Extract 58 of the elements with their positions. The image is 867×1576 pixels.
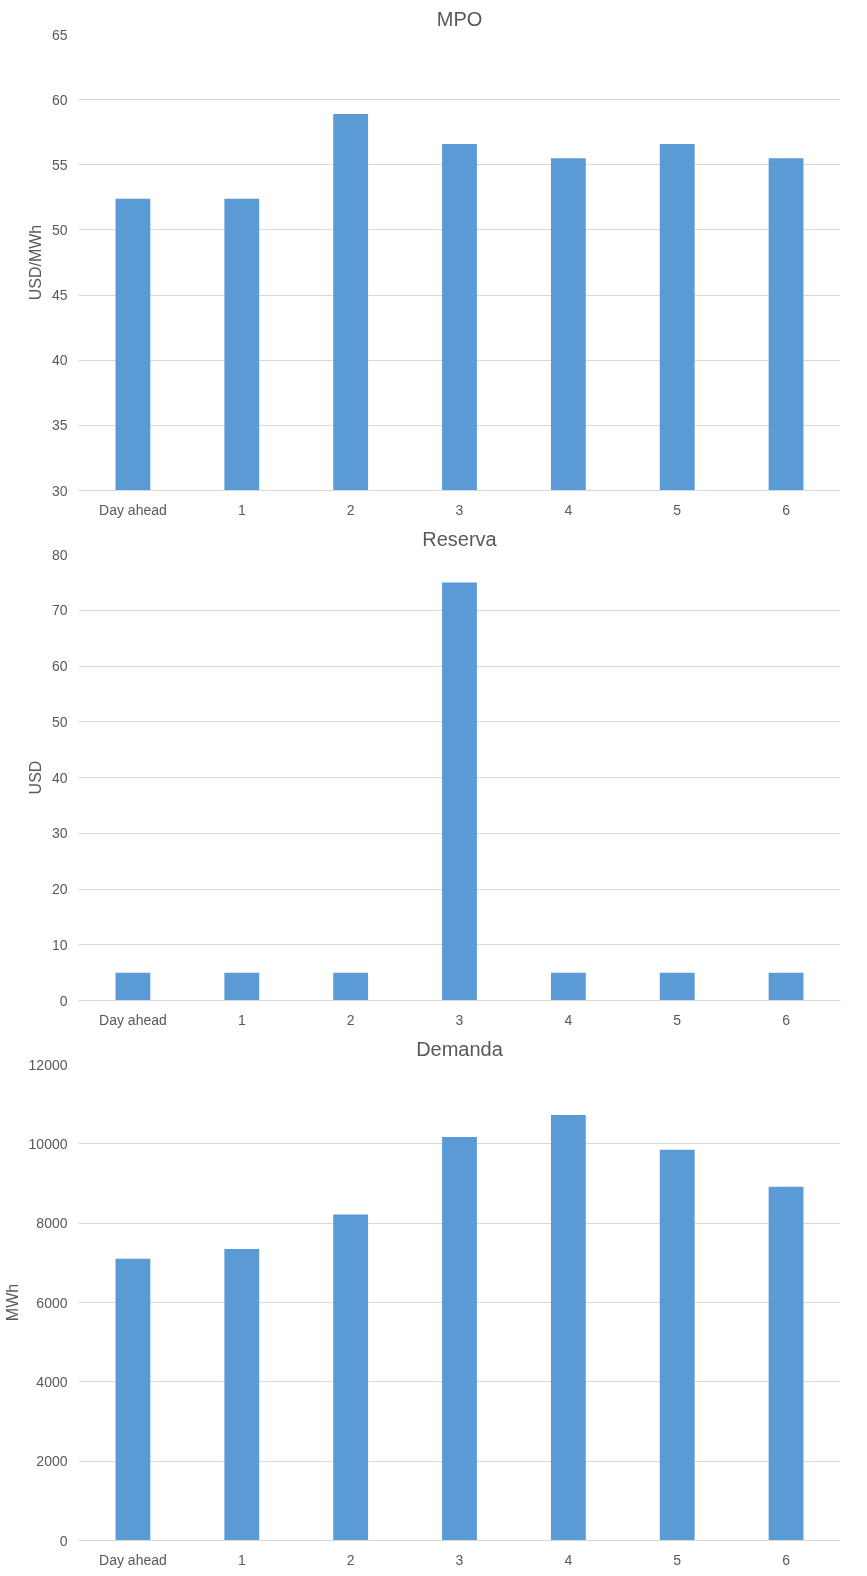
- y-tick-label: 50: [51, 713, 68, 730]
- y-tick-label: 45: [51, 287, 68, 304]
- bar: [224, 1248, 260, 1541]
- x-tick-label: 4: [564, 1011, 573, 1028]
- x-tick-label: 1: [237, 1551, 246, 1568]
- y-tick-label: 4000: [36, 1373, 68, 1390]
- y-tick-label: 50: [51, 221, 68, 238]
- x-tick-label: 5: [673, 1011, 682, 1028]
- bar: [333, 1214, 369, 1541]
- y-tick-label: 60: [51, 658, 68, 674]
- x-tick-label: Day ahead: [99, 1551, 167, 1568]
- y-tick-label: 55: [51, 156, 68, 173]
- y-tick-label: 2000: [36, 1453, 68, 1470]
- chart-title: MPO: [436, 7, 483, 30]
- x-tick-label: 3: [455, 501, 464, 518]
- y-tick-label: 10: [51, 936, 68, 953]
- bar: [442, 1137, 477, 1541]
- y-tick-label: 20: [51, 881, 68, 897]
- x-tick-label: 3: [455, 1011, 464, 1028]
- y-tick-label: 40: [51, 352, 68, 369]
- y-tick-label: 30: [51, 482, 68, 499]
- x-tick-label: 4: [564, 1551, 573, 1568]
- bar: [659, 1149, 695, 1541]
- x-tick-label: 6: [782, 1011, 791, 1028]
- y-tick-label: 0: [59, 1532, 68, 1549]
- bar: [768, 1186, 804, 1541]
- y-tick-label: 35: [51, 417, 68, 434]
- chart-title: Reserva: [422, 527, 498, 550]
- bar: [115, 1258, 151, 1541]
- chart-title: Demanda: [416, 1037, 504, 1060]
- x-tick-label: Day ahead: [99, 501, 167, 518]
- x-tick-label: 4: [564, 501, 573, 518]
- y-axis-title: MWh: [3, 1283, 21, 1322]
- x-tick-label: 5: [673, 1551, 682, 1568]
- y-tick-label: 30: [51, 825, 68, 842]
- y-tick-label: 60: [51, 91, 68, 108]
- x-tick-label: 1: [237, 1011, 246, 1028]
- y-tick-label: 6000: [36, 1294, 68, 1311]
- y-tick-label: 40: [51, 769, 68, 786]
- x-tick-label: 1: [237, 501, 246, 518]
- x-tick-label: 6: [782, 501, 791, 518]
- x-tick-label: Day ahead: [99, 1011, 167, 1028]
- y-tick-label: 8000: [36, 1215, 68, 1232]
- x-tick-label: 2: [346, 1551, 355, 1568]
- x-tick-label: 2: [346, 1011, 355, 1028]
- x-tick-label: 5: [673, 501, 682, 518]
- x-tick-label: 2: [346, 501, 355, 518]
- y-axis-title: USD: [26, 760, 44, 795]
- y-tick-label: 12000: [28, 1056, 68, 1073]
- y-tick-label: 0: [59, 992, 68, 1009]
- y-tick-label: 65: [51, 26, 68, 43]
- y-tick-label: 70: [51, 602, 68, 619]
- bar: [550, 1114, 586, 1541]
- x-tick-label: 6: [782, 1551, 791, 1568]
- x-tick-label: 3: [455, 1551, 464, 1568]
- y-tick-label: 80: [51, 546, 68, 563]
- y-axis-title: USD/MWh: [26, 224, 44, 301]
- y-tick-label: 10000: [28, 1135, 68, 1152]
